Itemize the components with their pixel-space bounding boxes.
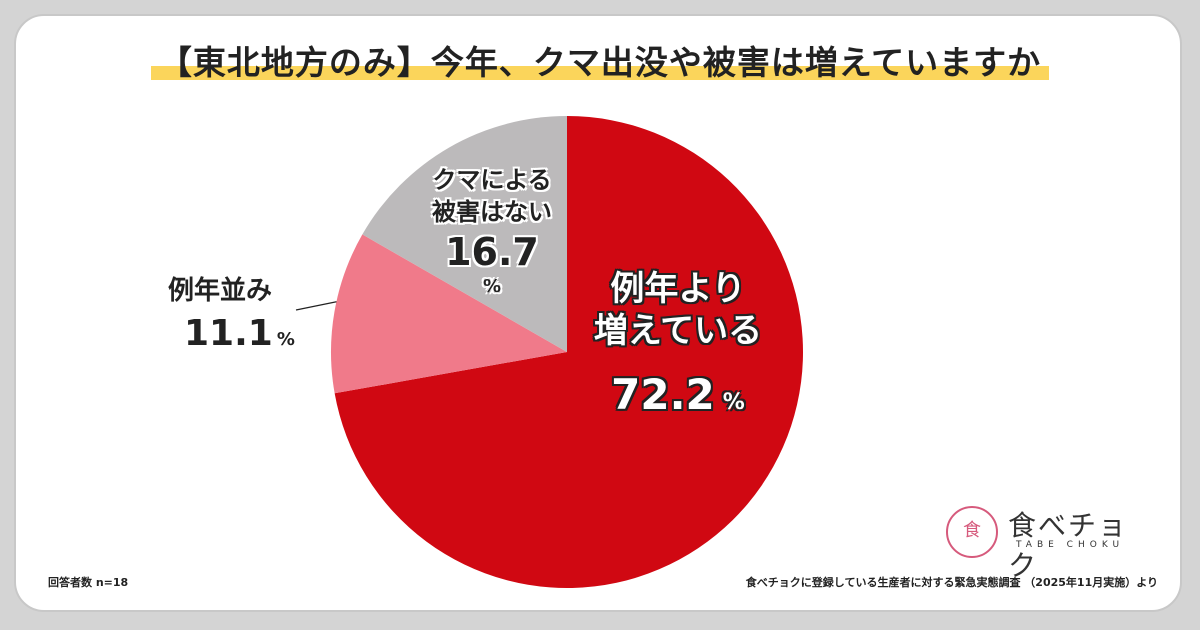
label-increase-line1: 例年より (610, 269, 746, 309)
label-increase: 例年より 増えている 72.2% (588, 268, 768, 419)
label-increase-line2: 増えている (593, 311, 763, 351)
slice-none (362, 116, 567, 352)
pie-slices (331, 116, 803, 588)
unit-average: % (276, 329, 295, 350)
source-note: 食べチョクに登録している生産者に対する緊急実態調査 （2025年11月実施）より (745, 576, 1158, 589)
value-increase-row: 72.2% (588, 370, 768, 419)
label-none-line1: クマによる (432, 166, 552, 194)
label-none-line2: 被害はない (432, 198, 552, 226)
label-average-text: 例年並み (168, 276, 273, 306)
logo-mark-icon: 食 (946, 506, 998, 558)
unit-increase: % (722, 390, 745, 415)
slice-average (331, 234, 567, 394)
value-average: 11.1 (184, 313, 273, 354)
label-average: 例年並み 11.1% (168, 270, 298, 354)
slice-increase (334, 116, 803, 588)
unit-none: % (482, 276, 502, 297)
leader-line-average (295, 301, 337, 311)
respondents-count: 回答者数 n=18 (48, 576, 129, 589)
title-wrap: 【東北地方のみ】今年、クマ出没や被害は増えていますか (0, 36, 1200, 84)
tabechoku-logo: 食 食べチョク TABE CHOKU (946, 500, 1146, 582)
value-none: 16.7 (445, 230, 539, 274)
chart-title: 【東北地方のみ】今年、クマ出没や被害は増えていますか (150, 36, 1050, 84)
logo-text: 食べチョク (1008, 509, 1129, 582)
value-average-row: 11.1% (184, 313, 298, 354)
logo-subtext: TABE CHOKU (1016, 540, 1125, 550)
value-increase: 72.2 (611, 370, 715, 419)
label-none: クマによる 被害はない 16.7 % (412, 164, 572, 297)
